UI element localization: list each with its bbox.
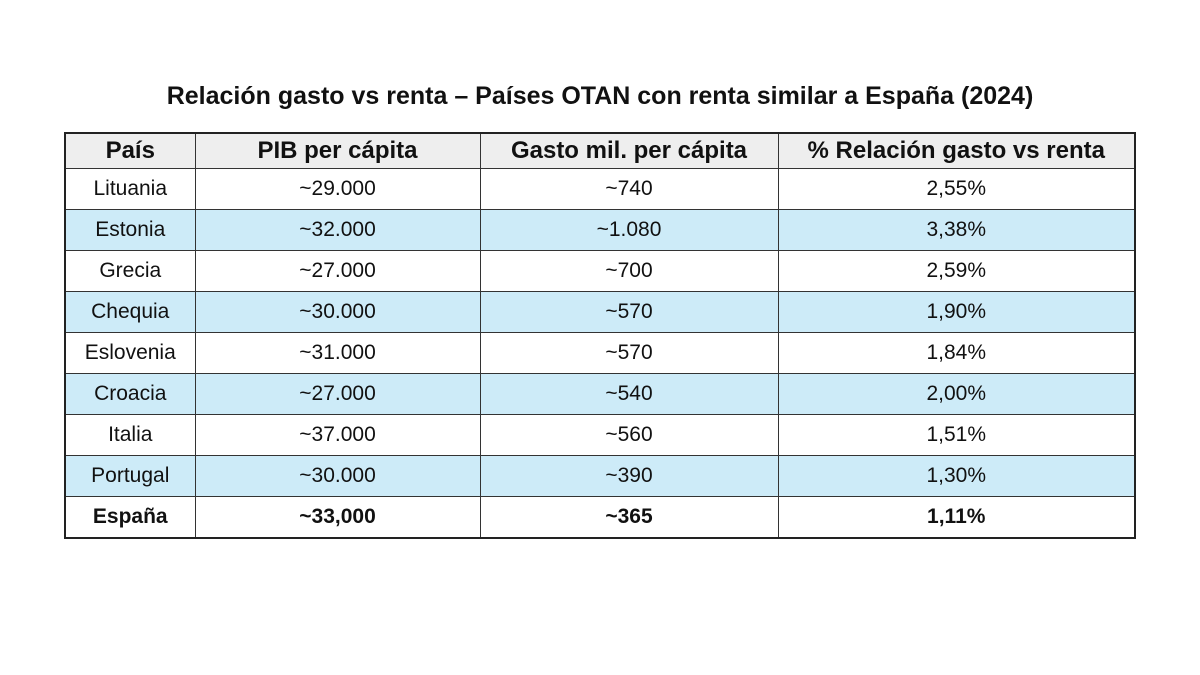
cell-military-spending: ~540 <box>479 373 779 415</box>
column-header-military-spending: Gasto mil. per cápita <box>479 132 779 169</box>
cell-military-spending: ~560 <box>479 414 779 456</box>
cell-military-spending: ~365 <box>479 496 779 539</box>
cell-gdp: ~37.000 <box>194 414 481 456</box>
cell-country: Lituania <box>64 168 196 210</box>
table-row: Italia ~37.000 ~560 1,51% <box>64 414 1136 456</box>
cell-gdp: ~31.000 <box>194 332 481 374</box>
table-row: Lituania ~29.000 ~740 2,55% <box>64 168 1136 210</box>
table-row: Eslovenia ~31.000 ~570 1,84% <box>64 332 1136 374</box>
table-row: Croacia ~27.000 ~540 2,00% <box>64 373 1136 415</box>
cell-country: Portugal <box>64 455 196 497</box>
cell-ratio: 2,59% <box>777 250 1136 292</box>
column-header-ratio: % Relación gasto vs renta <box>777 132 1136 169</box>
cell-gdp: ~33,000 <box>194 496 481 539</box>
table-row: Chequia ~30.000 ~570 1,90% <box>64 291 1136 333</box>
table-row: Grecia ~27.000 ~700 2,59% <box>64 250 1136 292</box>
cell-military-spending: ~390 <box>479 455 779 497</box>
cell-military-spending: ~700 <box>479 250 779 292</box>
cell-ratio: 1,51% <box>777 414 1136 456</box>
cell-country: Grecia <box>64 250 196 292</box>
cell-ratio: 3,38% <box>777 209 1136 251</box>
cell-ratio: 2,00% <box>777 373 1136 415</box>
cell-country: Eslovenia <box>64 332 196 374</box>
table-row: Portugal ~30.000 ~390 1,30% <box>64 455 1136 497</box>
cell-gdp: ~27.000 <box>194 373 481 415</box>
cell-gdp: ~30.000 <box>194 455 481 497</box>
page-title: Relación gasto vs renta – Países OTAN co… <box>166 82 1034 110</box>
cell-gdp: ~32.000 <box>194 209 481 251</box>
cell-country: Estonia <box>64 209 196 251</box>
cell-country: Chequia <box>64 291 196 333</box>
cell-military-spending: ~570 <box>479 332 779 374</box>
cell-ratio: 1,30% <box>777 455 1136 497</box>
cell-military-spending: ~570 <box>479 291 779 333</box>
cell-gdp: ~27.000 <box>194 250 481 292</box>
cell-ratio: 2,55% <box>777 168 1136 210</box>
cell-country: Croacia <box>64 373 196 415</box>
cell-ratio: 1,11% <box>777 496 1136 539</box>
cell-military-spending: ~740 <box>479 168 779 210</box>
cell-ratio: 1,84% <box>777 332 1136 374</box>
column-header-gdp: PIB per cápita <box>194 132 481 169</box>
table-row: España ~33,000 ~365 1,11% <box>64 496 1136 539</box>
cell-country: España <box>64 496 196 539</box>
cell-ratio: 1,90% <box>777 291 1136 333</box>
table-row: Estonia ~32.000 ~1.080 3,38% <box>64 209 1136 251</box>
column-header-country: País <box>64 132 196 169</box>
data-table: País PIB per cápita Gasto mil. per cápit… <box>64 132 1136 539</box>
header-row: País PIB per cápita Gasto mil. per cápit… <box>64 132 1136 169</box>
cell-country: Italia <box>64 414 196 456</box>
cell-military-spending: ~1.080 <box>479 209 779 251</box>
cell-gdp: ~30.000 <box>194 291 481 333</box>
cell-gdp: ~29.000 <box>194 168 481 210</box>
